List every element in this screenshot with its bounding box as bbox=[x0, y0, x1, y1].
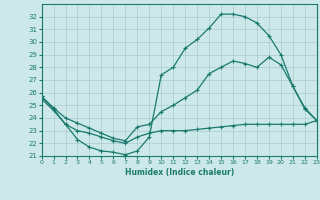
X-axis label: Humidex (Indice chaleur): Humidex (Indice chaleur) bbox=[124, 168, 234, 177]
